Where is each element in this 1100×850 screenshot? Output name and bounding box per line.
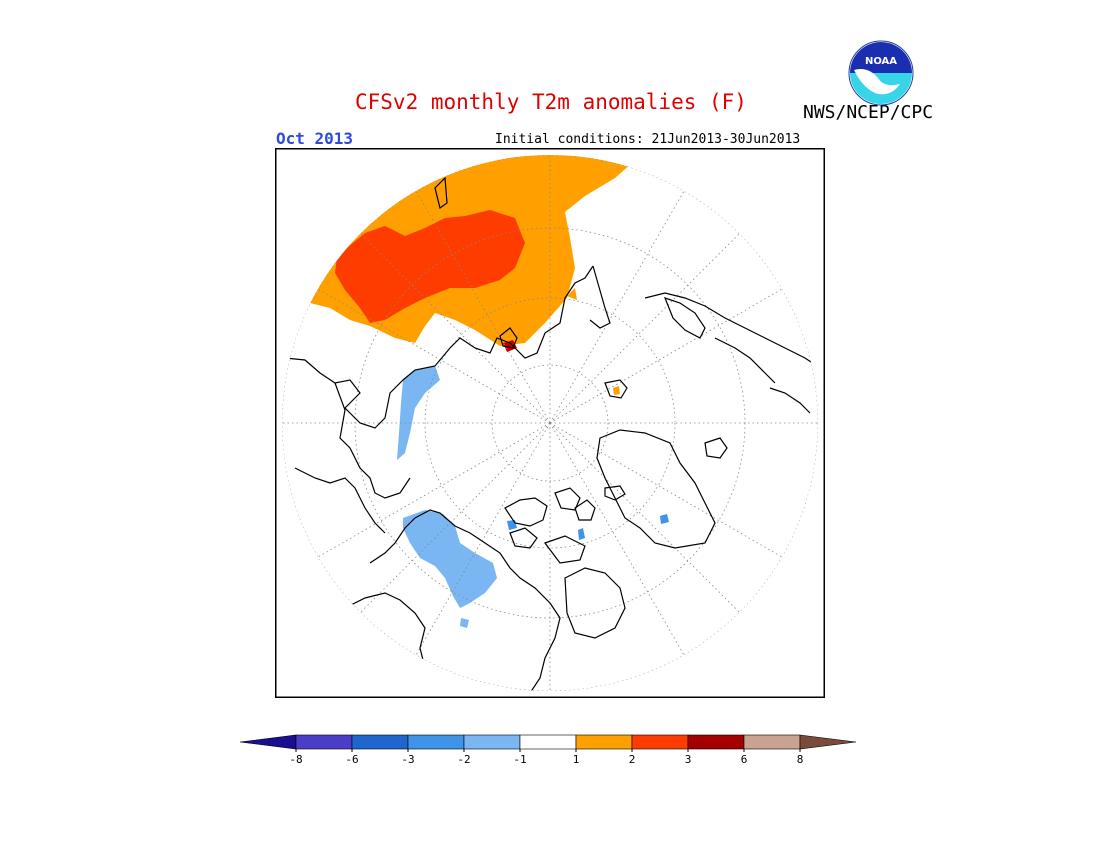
colorbar-swatch bbox=[407, 734, 465, 750]
cool-anomaly-spot-4 bbox=[578, 528, 585, 540]
initial-conditions: Initial conditions: 21Jun2013-30Jun2013 bbox=[495, 132, 801, 147]
colorbar-label: 6 bbox=[741, 753, 748, 766]
colorbar-swatch bbox=[575, 734, 633, 750]
colorbar-swatch bbox=[743, 734, 801, 750]
colorbar-swatch bbox=[687, 734, 745, 750]
coastlines bbox=[284, 176, 818, 691]
warm-anomaly-spot bbox=[567, 288, 577, 300]
colorbar-swatch bbox=[463, 734, 521, 750]
cool-anomaly-spot-3 bbox=[660, 514, 669, 524]
colorbar-swatch bbox=[519, 734, 577, 750]
cool-anomaly-spot-1 bbox=[460, 618, 469, 628]
colorbar-label: -8 bbox=[289, 753, 302, 766]
colorbar-arrow-high bbox=[799, 734, 857, 750]
warm-anomaly-spot-2 bbox=[613, 386, 620, 395]
colorbar-label: -1 bbox=[513, 753, 526, 766]
colorbar-label: 8 bbox=[797, 753, 804, 766]
forecast-period: Oct 2013 bbox=[276, 129, 354, 148]
colorbar-label: 1 bbox=[573, 753, 580, 766]
noaa-logo: NOAA bbox=[848, 40, 914, 106]
colorbar-swatch bbox=[351, 734, 409, 750]
colorbar-swatch bbox=[631, 734, 689, 750]
chart-title: CFSv2 monthly T2m anomalies (F) bbox=[355, 90, 747, 114]
graticule bbox=[282, 155, 818, 691]
colorbar-label: -3 bbox=[401, 753, 414, 766]
colorbar-swatch bbox=[295, 734, 353, 750]
agency-label: NWS/NCEP/CPC bbox=[803, 102, 934, 123]
colorbar: -8 -6 -3 -2 -1 1 2 3 6 8 bbox=[239, 734, 857, 766]
warm-anomaly-dark bbox=[503, 340, 517, 352]
warm-anomaly-red bbox=[335, 210, 525, 323]
colorbar-label: -2 bbox=[457, 753, 470, 766]
colorbar-arrow-low bbox=[239, 734, 297, 750]
cool-anomaly-canada bbox=[403, 510, 497, 608]
colorbar-label: 2 bbox=[629, 753, 636, 766]
polar-map bbox=[275, 148, 825, 698]
colorbar-label: -6 bbox=[345, 753, 358, 766]
logo-text: NOAA bbox=[865, 56, 897, 67]
cool-anomaly-europe bbox=[397, 366, 440, 460]
colorbar-label: 3 bbox=[685, 753, 692, 766]
